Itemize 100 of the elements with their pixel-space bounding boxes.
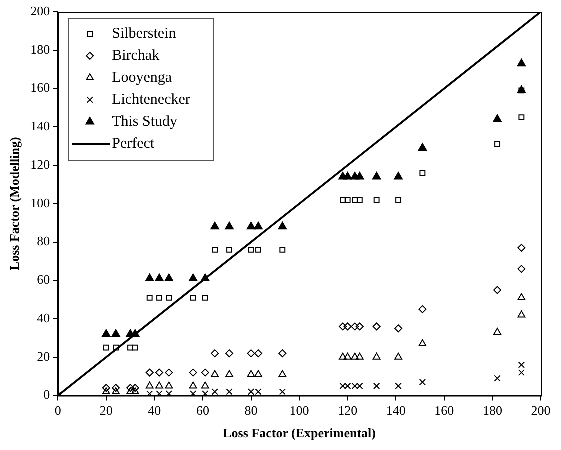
point (248, 246, 254, 253)
point (164, 274, 174, 282)
point (156, 368, 164, 377)
point (279, 388, 286, 396)
point (255, 388, 262, 396)
point (247, 370, 256, 378)
point (226, 246, 233, 253)
y-tick-label: 40 (37, 310, 50, 326)
x-tick-label: 80 (244, 403, 258, 418)
x-tick-label: 200 (531, 403, 551, 418)
point (344, 197, 351, 204)
y-tick-label: 180 (30, 42, 50, 57)
x-tick-label: 0 (54, 403, 62, 418)
point (517, 58, 526, 67)
point (165, 382, 174, 389)
point (201, 368, 210, 377)
legend-label: Perfect (112, 136, 156, 152)
point (126, 387, 134, 394)
x-tick-label: 140 (386, 403, 406, 418)
point (278, 222, 288, 230)
point (112, 384, 120, 392)
point (190, 294, 196, 301)
point (156, 294, 162, 301)
point (374, 197, 380, 204)
point (210, 222, 220, 230)
point (202, 294, 208, 301)
point (420, 170, 426, 176)
point (373, 382, 380, 390)
point (189, 368, 198, 377)
point (102, 329, 111, 338)
x-tick-label: 100 (290, 403, 310, 418)
point (351, 322, 360, 331)
point (225, 222, 234, 230)
y-tick-label: 120 (30, 156, 50, 172)
x-tick-label: 180 (482, 403, 502, 418)
point (254, 370, 262, 378)
point (131, 387, 140, 394)
point (146, 368, 154, 377)
point (395, 382, 402, 390)
x-tick-label: 60 (196, 403, 210, 418)
legend-label: Lichtenecker (112, 92, 190, 108)
point (372, 322, 381, 331)
point (418, 143, 428, 151)
point (246, 222, 256, 230)
point (112, 387, 120, 394)
point (165, 368, 174, 377)
point (156, 382, 164, 389)
x-tick-label: 120 (338, 403, 358, 418)
point (394, 352, 403, 360)
point (494, 141, 501, 148)
point (419, 379, 426, 386)
point (166, 390, 172, 396)
point (256, 246, 262, 253)
point (211, 370, 220, 378)
y-tick-label: 0 (44, 387, 50, 402)
point (518, 293, 526, 300)
point (518, 114, 525, 121)
point (254, 222, 263, 230)
point (212, 388, 218, 396)
point (226, 388, 233, 396)
legend-label: Silberstein (112, 26, 177, 42)
point (356, 172, 364, 180)
x-tick-label: 20 (100, 403, 113, 418)
point (356, 382, 364, 390)
point (340, 382, 346, 390)
y-tick-label: 60 (37, 272, 50, 288)
point (372, 172, 382, 180)
point (280, 246, 286, 253)
point (200, 274, 210, 282)
point (518, 310, 526, 318)
point (278, 370, 287, 378)
point (145, 274, 154, 282)
legend-label: Looyenga (112, 70, 172, 86)
y-tick-label: 200 (30, 3, 50, 18)
point (418, 305, 427, 314)
point (494, 286, 502, 294)
x-tick-label: 160 (434, 403, 454, 418)
point (146, 382, 154, 389)
point (339, 352, 347, 360)
legend-label: Birchak (112, 48, 160, 64)
point (112, 329, 120, 338)
y-tick-label: 80 (37, 234, 50, 249)
point (189, 382, 198, 389)
y-tick-label: 160 (30, 80, 50, 96)
point (146, 390, 154, 396)
point (356, 352, 364, 360)
point (344, 352, 352, 360)
y-axis-title: Loss Factor (Modelling) (7, 137, 22, 271)
point (493, 114, 502, 122)
point (396, 197, 402, 204)
point (518, 244, 526, 252)
point (248, 388, 255, 396)
point (226, 350, 234, 358)
legend-label: This Study (112, 114, 178, 130)
point (113, 344, 120, 351)
point (494, 328, 502, 335)
x-axis-title: Loss Factor (Experimental) (223, 426, 376, 441)
point (166, 294, 172, 301)
point (131, 384, 140, 392)
point (344, 382, 352, 390)
